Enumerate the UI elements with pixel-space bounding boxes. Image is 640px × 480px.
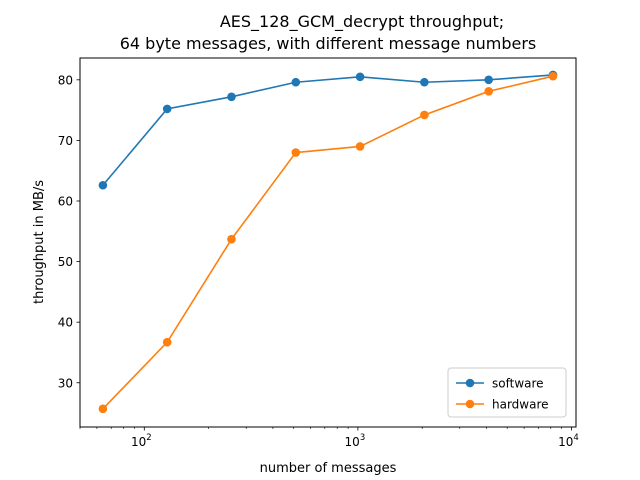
x-tick-label-exponent: 4 [573, 433, 578, 443]
data-point-hardware [162, 337, 172, 347]
legend-marker-software [465, 378, 475, 388]
y-tick-label: 50 [58, 255, 73, 269]
data-point-hardware [484, 87, 493, 96]
series-line-hardware [102, 75, 554, 410]
data-point-hardware [355, 142, 365, 151]
data-point-hardware [548, 71, 558, 81]
y-tick-label: 70 [58, 134, 73, 148]
legend-label-hardware: hardware [492, 398, 549, 412]
x-tick-label: 102 [131, 433, 152, 449]
data-point-software [227, 92, 236, 102]
x-axis-label: number of messages [260, 461, 397, 476]
x-tick-label-exponent: 2 [146, 433, 151, 443]
series-line-software [102, 74, 554, 186]
y-tick-label: 60 [58, 194, 73, 208]
x-tick-label: 103 [345, 433, 366, 449]
data-point-software [291, 77, 301, 87]
data-point-software [420, 77, 429, 87]
data-point-hardware [98, 404, 108, 414]
y-tick-label: 80 [58, 73, 73, 87]
legend-marker-hardware [465, 399, 475, 409]
legend: software hardware [447, 367, 567, 418]
data-point-hardware [420, 110, 429, 120]
x-tick-label: 104 [558, 433, 579, 449]
axes-frame [79, 57, 577, 428]
chart-title-line-2: 64 byte messages, with different message… [120, 34, 537, 53]
legend-label-software: software [492, 377, 544, 391]
data-point-software [355, 72, 365, 82]
y-tick-label: 30 [58, 376, 73, 390]
y-tick-label: 40 [58, 316, 73, 330]
x-tick-label-exponent: 3 [360, 433, 365, 443]
plot-area: 102 103 104 30 40 50 60 70 80 software hardware [58, 70, 579, 449]
chart-title-line-1: AES_128_GCM_decrypt throughput; [220, 12, 504, 32]
data-point-hardware [227, 234, 236, 244]
y-axis-label: throughput in MB/s [32, 180, 47, 304]
data-point-hardware [291, 148, 301, 157]
data-point-software [484, 75, 493, 85]
data-point-software [98, 180, 108, 190]
data-point-software [162, 104, 172, 114]
